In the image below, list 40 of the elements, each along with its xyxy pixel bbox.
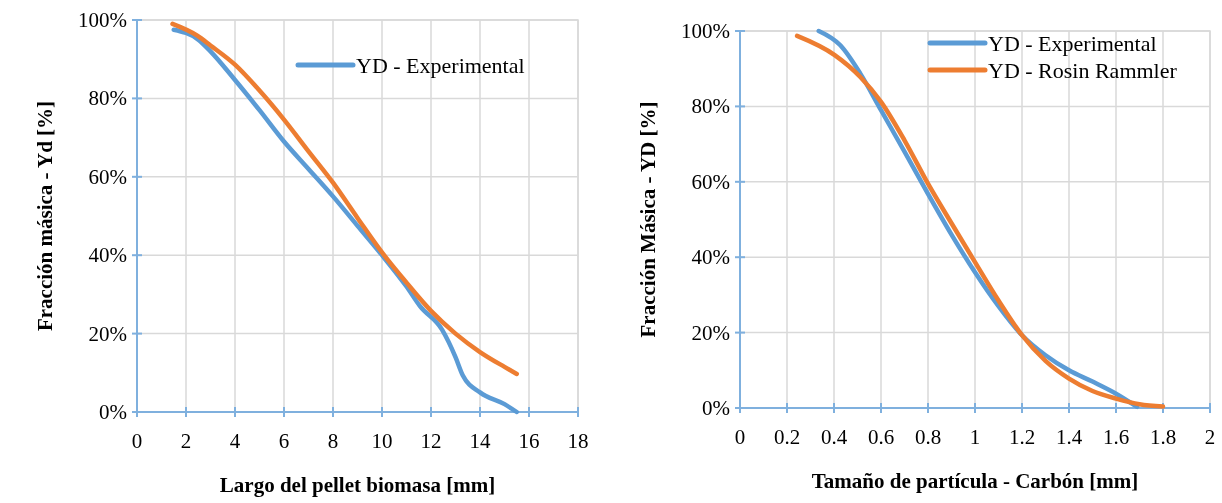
y-tick-label: 60%: [691, 169, 730, 194]
y-tick-label: 100%: [681, 19, 730, 43]
y-tick-label: 40%: [691, 245, 730, 270]
x-tick-label: 1.4: [1055, 425, 1083, 449]
y-axis-title: Fracción másica - Yd [%]: [33, 100, 57, 332]
x-tick-label: 1: [969, 425, 981, 449]
x-tick-label: 0.8: [914, 425, 942, 449]
y-tick-label: 0%: [99, 400, 127, 424]
x-tick-label: 4: [229, 429, 241, 453]
y-tick-label: 0%: [702, 396, 730, 420]
legend-label: YD - Experimental: [988, 31, 1157, 56]
x-axis-title: Tamaño de partícula - Carbón [mm]: [811, 469, 1139, 493]
x-tick-label: 0.4: [820, 425, 848, 449]
y-tick-label: 20%: [88, 321, 127, 346]
x-tick-label: 2: [1204, 425, 1216, 449]
x-tick-label: 0.6: [867, 425, 895, 449]
y-tick-label: 80%: [88, 86, 127, 111]
legend-label: YD - Rosin Rammler: [988, 58, 1178, 83]
y-axis-title: Fracción Másica - YD [%]: [636, 101, 660, 338]
y-tick-label: 20%: [691, 320, 730, 345]
x-tick-label: 6: [278, 429, 290, 453]
x-tick-label: 14: [469, 429, 491, 453]
x-tick-label: 0: [131, 429, 143, 453]
x-tick-label: 1.6: [1102, 425, 1130, 449]
y-tick-label: 100%: [78, 8, 127, 32]
legend-label: YD - Experimental: [356, 53, 525, 78]
x-tick-label: 2: [180, 429, 192, 453]
x-tick-label: 0.2: [773, 425, 801, 449]
x-axis-title: Largo del pellet biomasa [mm]: [219, 473, 496, 497]
y-tick-label: 80%: [691, 94, 730, 119]
x-tick-label: 1.8: [1149, 425, 1177, 449]
x-tick-label: 8: [327, 429, 339, 453]
y-tick-label: 60%: [88, 164, 127, 189]
x-tick-label: 10: [371, 429, 393, 453]
x-tick-label: 18: [567, 429, 589, 453]
x-tick-label: 0: [734, 425, 746, 449]
y-tick-label: 40%: [88, 243, 127, 268]
x-tick-label: 1.2: [1008, 425, 1036, 449]
x-tick-label: 16: [518, 429, 540, 453]
x-tick-label: 12: [420, 429, 442, 453]
